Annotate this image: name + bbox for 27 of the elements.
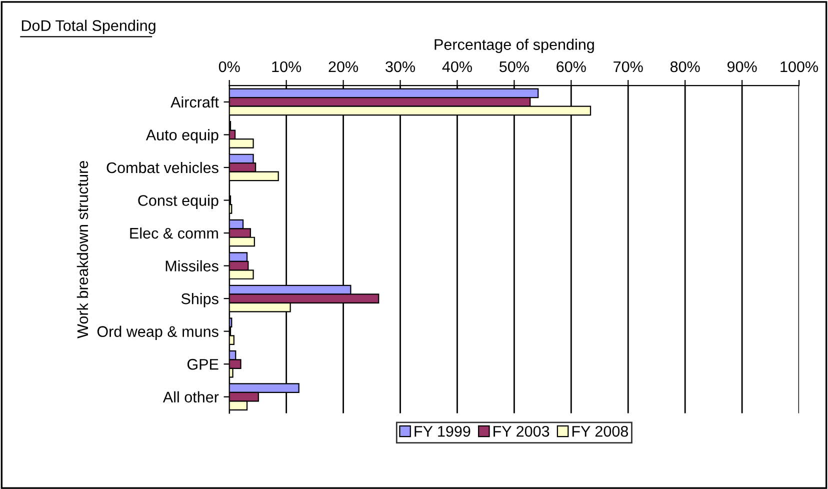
text: DoD Total Spending bbox=[22, 20, 156, 34]
y-tick-label: All other bbox=[162, 391, 219, 403]
x-tick-label: 0% bbox=[218, 61, 240, 72]
x-tick-label: 60% bbox=[556, 61, 586, 72]
x-tick-label: 90% bbox=[727, 61, 757, 72]
y-tick-label: Ord weap & muns bbox=[97, 326, 218, 340]
y-tick-label: GPE bbox=[187, 358, 218, 370]
y-tick-label: Auto equip bbox=[146, 129, 218, 144]
y-tick-label: Ships bbox=[181, 293, 218, 308]
x-tick-label: 50% bbox=[500, 61, 529, 72]
x-tick-label: 70% bbox=[614, 61, 643, 72]
legend-label: FY 2008 bbox=[572, 426, 628, 437]
y-tick-label: Combat vehicles bbox=[106, 162, 218, 174]
y-axis-title: Work breakdown structure bbox=[76, 161, 88, 338]
y-tick-label: Elec & comm bbox=[130, 227, 218, 239]
x-axis-title: Percentage of spending bbox=[434, 38, 594, 53]
x-tick-label: 10% bbox=[272, 61, 302, 72]
x-tick-label: 80% bbox=[670, 61, 700, 72]
legend-label: FY 1999 bbox=[414, 426, 470, 437]
x-tick-label: 20% bbox=[328, 61, 358, 72]
x-tick-label: 100% bbox=[780, 61, 818, 72]
legend-label: FY 2003 bbox=[494, 426, 550, 437]
y-tick-label: Missiles bbox=[166, 260, 218, 272]
y-tick-label: Aircraft bbox=[170, 96, 219, 108]
x-tick-label: 40% bbox=[442, 61, 472, 72]
x-tick-label: 30% bbox=[386, 61, 415, 72]
y-tick-label: Const equip bbox=[138, 194, 218, 209]
